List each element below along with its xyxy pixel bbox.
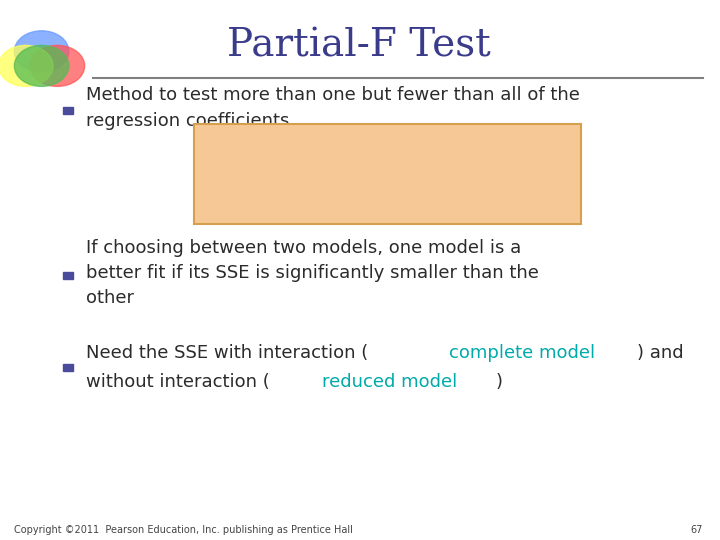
FancyBboxPatch shape xyxy=(63,272,73,279)
Text: ): ) xyxy=(496,373,503,392)
Text: Copyright ©2011  Pearson Education, Inc. publishing as Prentice Hall: Copyright ©2011 Pearson Education, Inc. … xyxy=(14,525,354,535)
Circle shape xyxy=(30,45,85,86)
Text: Need the SSE with interaction (: Need the SSE with interaction ( xyxy=(86,343,369,362)
FancyBboxPatch shape xyxy=(63,364,73,370)
Circle shape xyxy=(14,31,69,72)
Circle shape xyxy=(0,45,53,86)
Text: ) and: ) and xyxy=(636,343,683,362)
Text: reduced model: reduced model xyxy=(323,373,457,392)
Text: $H_1: \mathrm{at\ least\ one\ of\ the}\ \beta_i\mathrm{'s} \neq 0$: $H_1: \mathrm{at\ least\ one\ of\ the}\ … xyxy=(257,184,518,207)
Text: complete model: complete model xyxy=(449,343,595,362)
FancyBboxPatch shape xyxy=(194,124,581,224)
Text: without interaction (: without interaction ( xyxy=(86,373,270,392)
Text: If choosing between two models, one model is a
better fit if its SSE is signific: If choosing between two models, one mode… xyxy=(86,239,539,307)
Text: Method to test more than one but fewer than all of the
regression coefficients: Method to test more than one but fewer t… xyxy=(86,86,580,130)
Text: 67: 67 xyxy=(690,525,703,535)
FancyBboxPatch shape xyxy=(63,107,73,114)
Circle shape xyxy=(14,45,69,86)
Text: Partial-F Test: Partial-F Test xyxy=(227,28,490,64)
Text: $H_0: \beta_1 = \beta_2 = \ldots \beta_i = 0$: $H_0: \beta_1 = \beta_2 = \ldots \beta_i… xyxy=(286,143,488,166)
